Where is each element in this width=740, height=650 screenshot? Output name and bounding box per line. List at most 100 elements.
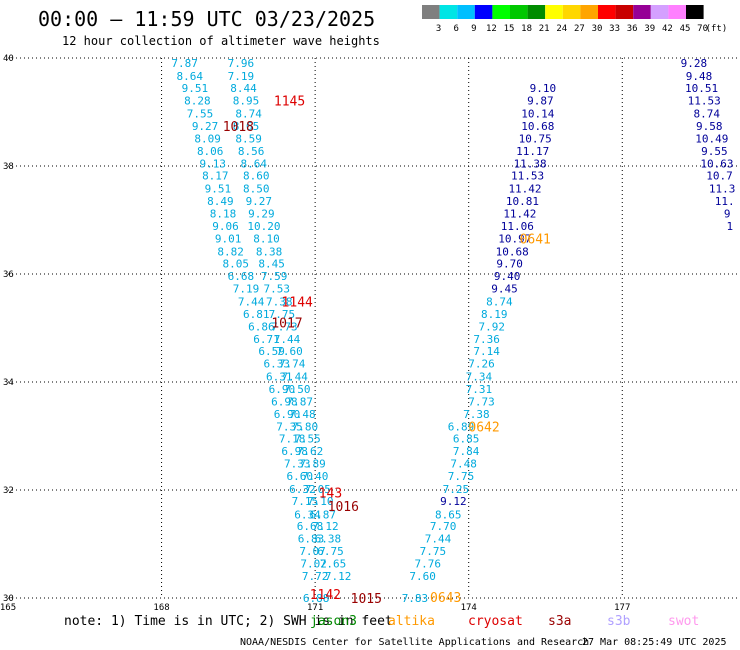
wave-height-point: 11.53	[511, 170, 544, 183]
wave-height-point: 7.26	[468, 358, 495, 371]
wave-height-point: 7.59	[261, 270, 288, 283]
wave-height-point: 7.19	[228, 70, 255, 83]
wave-height-point: 1	[726, 220, 733, 233]
wave-height-point: 8.44	[230, 82, 257, 95]
wave-height-point: 8.74	[235, 108, 262, 121]
timestamp-text: 27 Mar 08:25:49 UTC 2025	[582, 637, 727, 648]
wave-height-point: 7.36	[473, 333, 500, 346]
wave-height-point: 11.38	[514, 157, 547, 170]
wave-height-point: 9.13	[200, 157, 227, 170]
wave-height-point: 7.89	[299, 458, 326, 471]
wave-height-point: 8.28	[184, 95, 211, 108]
wave-height-point: 9.12	[440, 495, 467, 508]
wave-height-point: 6.59	[258, 345, 285, 358]
wave-height-point: 7.44	[274, 333, 301, 346]
colorbar-swatch	[633, 5, 651, 19]
wave-height-point: 6.68	[297, 520, 324, 533]
wave-height-point: 10.97	[498, 232, 531, 245]
wave-height-point: 7.48	[289, 408, 316, 421]
wave-height-point: 10.20	[247, 220, 280, 233]
colorbar-label: 39	[644, 24, 655, 34]
note-text: note: 1) Time is in UTC; 2) SWH is in fe…	[64, 614, 393, 629]
colorbar-label: 15	[504, 24, 515, 34]
legend-altika: altika	[388, 614, 435, 629]
wave-height-point: 9.27	[192, 120, 219, 133]
colorbar-label: 24	[556, 24, 567, 34]
wave-height-point: 9.55	[701, 145, 728, 158]
y-tick-label: 30	[3, 594, 14, 604]
wave-height-point: 9.28	[681, 57, 708, 70]
wave-height-point: 6.89	[448, 420, 475, 433]
wave-height-point: 7.12	[312, 520, 339, 533]
wave-height-point: 10.68	[521, 120, 554, 133]
pass-time-label: 1017	[271, 317, 302, 332]
wave-height-point: 11.	[715, 195, 735, 208]
pass-time-label: 1145	[274, 95, 305, 110]
colorbar-label: 45	[680, 24, 691, 34]
wave-height-point: 6.60	[287, 470, 314, 483]
wave-height-point: 6.90	[269, 383, 296, 396]
wave-height-point: 8.82	[217, 245, 244, 258]
wave-height-point: 10.14	[521, 108, 554, 121]
wave-height-point: 6.83	[298, 533, 325, 546]
wave-height-point: 8.60	[243, 170, 270, 183]
colorbar-label: 27	[574, 24, 585, 34]
grid	[8, 57, 740, 599]
wave-height-point: 8.74	[486, 296, 513, 309]
wave-height-point: 8.17	[202, 170, 229, 183]
wave-height-point: 9.58	[696, 120, 723, 133]
wave-height-point: 9.87	[527, 95, 554, 108]
wave-height-point: 7.76	[414, 557, 441, 570]
wave-height-point: 11.06	[501, 220, 534, 233]
y-tick-label: 32	[3, 486, 14, 496]
wave-height-point: 10.81	[506, 195, 539, 208]
colorbar-swatch	[510, 5, 528, 19]
colorbar-swatch	[545, 5, 563, 19]
y-tick-label: 40	[3, 54, 14, 64]
wave-height-point: 7.02	[300, 557, 327, 570]
wave-height-point: 10.75	[519, 132, 552, 145]
colorbar: 3 6 9 12 15 18 21 24 27 30 33 36 39 42 45 70(ft)	[422, 5, 727, 34]
wave-height-point: 7.65	[320, 557, 347, 570]
wave-height-point: 11.3	[709, 183, 736, 196]
wave-height-point: 11.42	[508, 183, 541, 196]
wave-height-point: 7.48	[450, 458, 477, 471]
wave-height-point: 7.50	[284, 383, 311, 396]
wave-height-point: 8.38	[256, 245, 283, 258]
wave-height-point: 8.45	[258, 258, 285, 271]
colorbar-label: 70	[697, 24, 708, 34]
wave-height-point: 9.48	[686, 70, 713, 83]
wave-height-point: 7.15	[292, 495, 319, 508]
chart-title: 00:00 – 11:59 UTC 03/23/2025	[38, 7, 375, 31]
wave-height-point: 7.33	[284, 458, 311, 471]
wave-height-point: 7.96	[228, 57, 255, 70]
wave-height-point: 7.53	[263, 283, 290, 296]
wave-height-point: 7.38	[266, 296, 293, 309]
wave-height-point: 7.72	[302, 570, 329, 583]
wave-height-point: 9.27	[246, 195, 273, 208]
colorbar-label: 3	[436, 24, 441, 34]
wave-height-point: 7.31	[466, 383, 493, 396]
wave-height-point: 7.73	[271, 320, 298, 333]
pass-time-label: 0642	[468, 420, 499, 435]
data-points: 7.878.649.518.287.559.278.098.069.138.17…	[171, 57, 735, 605]
wave-height-point: 8.19	[481, 308, 508, 321]
wave-height-point: 7.74	[279, 358, 306, 371]
legend-cryosat: cryosat	[468, 614, 523, 629]
colorbar-label: 36	[627, 24, 638, 34]
wave-height-point: 7.75	[448, 470, 475, 483]
wave-height-point: 7.75	[269, 308, 296, 321]
wave-height-point: 7.10	[307, 495, 334, 508]
wave-height-point: 7.70	[430, 520, 457, 533]
colorbar-swatch	[457, 5, 475, 19]
y-tick-label: 38	[3, 162, 14, 172]
wave-height-point: 8.65	[435, 508, 462, 521]
wave-height-point: 6.85	[453, 433, 480, 446]
wave-height-point: 9.06	[212, 220, 239, 233]
wave-height-point: 7.75	[420, 545, 447, 558]
wave-height-point: 8.74	[693, 108, 720, 121]
wave-height-point: 10.7	[706, 170, 733, 183]
wave-height-point: 7.34	[466, 371, 493, 384]
wave-height-point: 7.05	[304, 483, 331, 496]
